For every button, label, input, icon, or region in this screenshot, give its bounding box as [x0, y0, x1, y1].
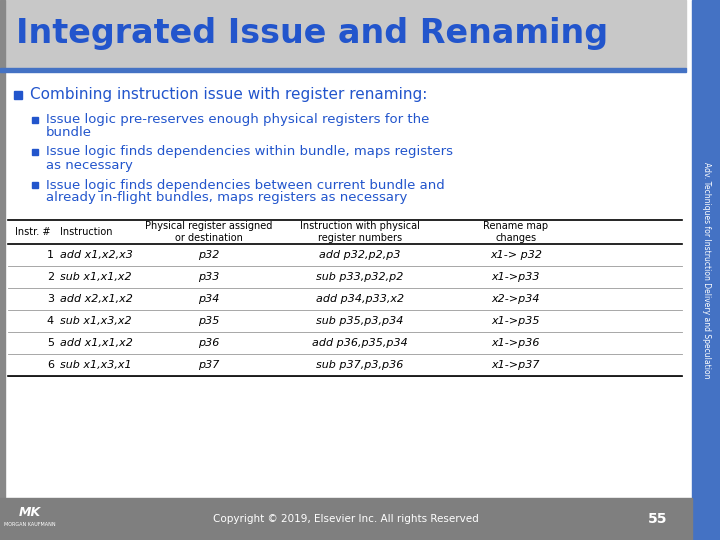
Bar [0, 0, 5, 540]
Text: bundle: bundle [46, 126, 92, 139]
Text: x1-> p32: x1-> p32 [490, 250, 542, 260]
Text: as necessary: as necessary [46, 159, 133, 172]
Text: 1: 1 [47, 250, 54, 260]
Text: Combining instruction issue with register renaming:: Combining instruction issue with registe… [30, 87, 428, 103]
Text: p35: p35 [198, 316, 220, 326]
Bar [0, 0, 686, 68]
Text: p32: p32 [198, 250, 220, 260]
Text: sub p33,p32,p2: sub p33,p32,p2 [316, 272, 404, 282]
Text: x1->p35: x1->p35 [492, 316, 540, 326]
Text: sub x1,x1,x2: sub x1,x1,x2 [60, 272, 132, 282]
Text: Issue logic pre-reserves enough physical registers for the: Issue logic pre-reserves enough physical… [46, 113, 429, 126]
Text: 3: 3 [47, 294, 54, 304]
Text: p34: p34 [198, 294, 220, 304]
Text: p36: p36 [198, 338, 220, 348]
Text: sub x1,x3,x1: sub x1,x3,x1 [60, 360, 132, 370]
Text: sub p37,p3,p36: sub p37,p3,p36 [316, 360, 404, 370]
Text: sub x1,x3,x2: sub x1,x3,x2 [60, 316, 132, 326]
Text: x1->p36: x1->p36 [492, 338, 540, 348]
Text: 6: 6 [47, 360, 54, 370]
Text: Physical register assigned
or destination: Physical register assigned or destinatio… [145, 221, 273, 243]
Text: p37: p37 [198, 360, 220, 370]
Text: Instr. #: Instr. # [15, 227, 50, 237]
Text: x2->p34: x2->p34 [492, 294, 540, 304]
Text: add p32,p2,p3: add p32,p2,p3 [319, 250, 401, 260]
Text: Instruction: Instruction [60, 227, 112, 237]
Text: p33: p33 [198, 272, 220, 282]
Bar [0, 68, 686, 72]
Text: 4: 4 [47, 316, 54, 326]
Text: add p34,p33,x2: add p34,p33,x2 [316, 294, 404, 304]
Text: Copyright © 2019, Elsevier Inc. All rights Reserved: Copyright © 2019, Elsevier Inc. All righ… [213, 514, 479, 524]
Text: 55: 55 [648, 512, 667, 526]
Text: add p36,p35,p34: add p36,p35,p34 [312, 338, 408, 348]
Text: Issue logic finds dependencies between current bundle and: Issue logic finds dependencies between c… [46, 179, 445, 192]
Text: MORGAN KAUFMANN: MORGAN KAUFMANN [4, 522, 56, 526]
Text: Integrated Issue and Renaming: Integrated Issue and Renaming [16, 17, 608, 51]
Text: add x1,x1,x2: add x1,x1,x2 [60, 338, 133, 348]
Text: add x2,x1,x2: add x2,x1,x2 [60, 294, 133, 304]
Text: Rename map
changes: Rename map changes [483, 221, 549, 243]
Text: Adv. Techniques for Instruction Delivery and Speculation: Adv. Techniques for Instruction Delivery… [701, 162, 711, 378]
Text: x1->p33: x1->p33 [492, 272, 540, 282]
Text: 5: 5 [47, 338, 54, 348]
Bar [692, 0, 720, 540]
Text: add x1,x2,x3: add x1,x2,x3 [60, 250, 133, 260]
Text: sub p35,p3,p34: sub p35,p3,p34 [316, 316, 404, 326]
Text: x1->p37: x1->p37 [492, 360, 540, 370]
Text: 2: 2 [47, 272, 54, 282]
Text: Issue logic finds dependencies within bundle, maps registers: Issue logic finds dependencies within bu… [46, 145, 453, 159]
Text: already in-flight bundles, maps registers as necessary: already in-flight bundles, maps register… [46, 192, 408, 205]
Text: Instruction with physical
register numbers: Instruction with physical register numbe… [300, 221, 420, 243]
Bar [0, 498, 692, 540]
Text: MK: MK [19, 505, 41, 518]
